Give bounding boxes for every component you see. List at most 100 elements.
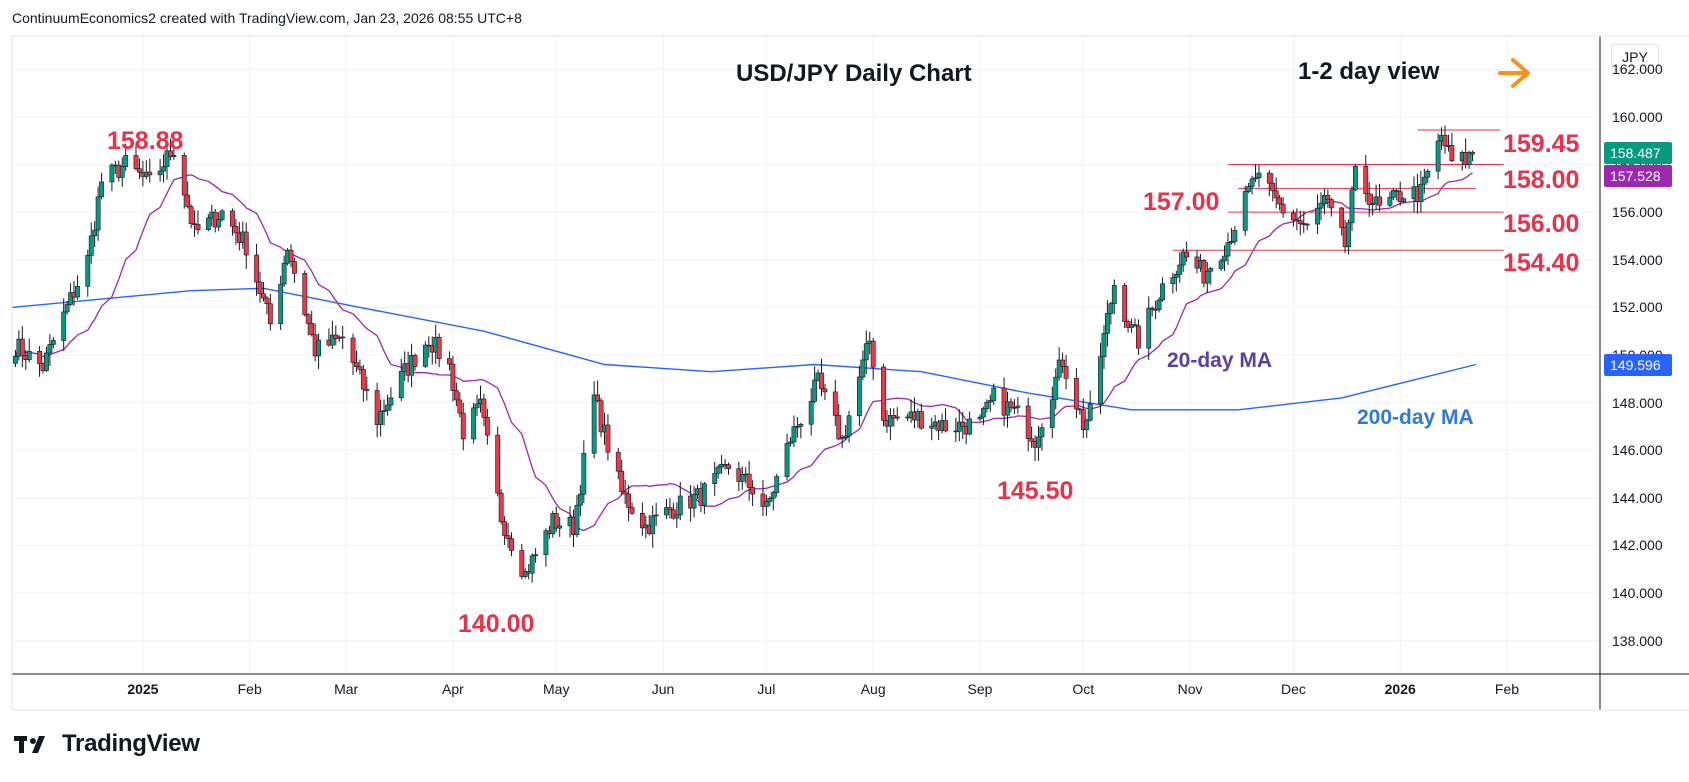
candle-body xyxy=(1146,307,1152,349)
candle-body xyxy=(99,181,104,198)
candle-body xyxy=(1025,405,1031,440)
candle-body xyxy=(181,155,187,196)
candle-body xyxy=(457,399,463,414)
candle-body xyxy=(1105,313,1110,334)
candle-body xyxy=(267,303,273,325)
candle-body xyxy=(216,219,222,228)
outlook-arrow-icon xyxy=(1498,58,1530,88)
candle-body xyxy=(863,343,869,361)
x-tick-label: Feb xyxy=(237,681,262,697)
candle-body xyxy=(157,170,163,176)
candle-body xyxy=(61,311,67,341)
candle-body xyxy=(422,344,428,367)
candle-body xyxy=(715,466,721,474)
arrow-head xyxy=(1511,58,1530,88)
candle-body xyxy=(1208,268,1214,272)
candle-body xyxy=(1363,165,1369,195)
candle-body xyxy=(577,493,583,506)
candle-body xyxy=(719,463,725,468)
candle-body xyxy=(1184,251,1190,258)
chart-subtitle: 1-2 day view xyxy=(1298,58,1440,85)
candle-body xyxy=(977,416,983,420)
candle-body xyxy=(1177,264,1183,275)
candle-body xyxy=(378,411,383,425)
candle-body xyxy=(677,495,683,516)
ma200-label: 200-day MA xyxy=(1357,406,1474,429)
candle-body xyxy=(1318,202,1324,209)
candle-body xyxy=(739,473,745,482)
candle-body xyxy=(1229,241,1234,243)
candle-body xyxy=(85,255,91,287)
candle-body xyxy=(1084,419,1090,430)
candle-body xyxy=(1266,172,1272,184)
candle-body xyxy=(1339,207,1345,228)
candle-body xyxy=(1015,405,1021,408)
candle-body xyxy=(1418,183,1424,202)
candle-body xyxy=(281,262,287,285)
candle-body xyxy=(230,210,235,227)
candle-body xyxy=(1204,270,1210,284)
candle-body xyxy=(292,261,297,274)
y-tick-label: 156.000 xyxy=(1612,204,1663,221)
candle-body xyxy=(261,293,266,299)
candle-body xyxy=(691,494,697,509)
candle-body xyxy=(1442,134,1448,147)
candle-body xyxy=(1449,145,1455,162)
candle-body xyxy=(760,493,766,507)
candle-body xyxy=(1136,325,1141,349)
candle-body xyxy=(529,555,535,574)
candle-body xyxy=(1005,401,1010,416)
candle-body xyxy=(1421,176,1427,185)
candle-body xyxy=(650,515,656,534)
candle-body xyxy=(1253,177,1258,180)
x-tick-label: Apr xyxy=(442,681,464,697)
candle-body xyxy=(887,415,893,427)
candle-body xyxy=(88,235,94,256)
candle-body xyxy=(412,355,418,367)
currency-label[interactable]: JPY xyxy=(1611,44,1659,70)
candle-body xyxy=(1111,285,1117,304)
candle-body xyxy=(309,323,315,336)
candle-body xyxy=(1270,182,1276,192)
chart-header: ContinuumEconomics2 created with Trading… xyxy=(12,10,522,26)
candle-body xyxy=(64,304,70,313)
candle-body xyxy=(991,387,997,401)
y-tick-label: 162.000 xyxy=(1612,61,1663,78)
candle-body xyxy=(726,464,731,469)
candle-body xyxy=(836,415,842,440)
candle-body xyxy=(1160,283,1165,301)
candle-body xyxy=(1225,242,1231,257)
candle-body xyxy=(44,352,49,371)
candle-body xyxy=(92,229,98,237)
y-tick-label: 142.000 xyxy=(1612,537,1663,554)
candle-body xyxy=(981,408,986,418)
candle-body xyxy=(95,196,101,231)
candle-body xyxy=(357,366,363,370)
x-tick-label: Aug xyxy=(860,681,886,697)
candle-body xyxy=(474,403,480,409)
candle-body xyxy=(288,249,294,262)
candle-body xyxy=(653,514,659,517)
candle-body xyxy=(1087,403,1093,421)
candle-body xyxy=(763,501,769,507)
x-tick-label: May xyxy=(543,681,570,697)
tradingview-logo[interactable]: TradingView xyxy=(14,730,200,758)
y-tick-label: 160.000 xyxy=(1612,108,1663,125)
ma20-badge: 157.528 xyxy=(1604,164,1672,187)
candle-body xyxy=(987,400,993,403)
y-tick-label: 144.000 xyxy=(1612,489,1663,506)
candle-body xyxy=(168,150,173,157)
level-label: 159.45 xyxy=(1503,130,1580,158)
candles xyxy=(13,125,1475,583)
candle-body xyxy=(1346,222,1351,248)
chart-title: USD/JPY Daily Chart xyxy=(736,60,972,87)
candle-body xyxy=(832,391,838,416)
candle-body xyxy=(1098,356,1103,405)
candle-body xyxy=(1249,178,1255,187)
candle-body xyxy=(471,407,476,440)
candle-body xyxy=(605,424,611,453)
candle-body xyxy=(1232,230,1238,242)
candle-body xyxy=(1012,407,1017,409)
ma200-badge: 149.596 xyxy=(1604,353,1672,376)
